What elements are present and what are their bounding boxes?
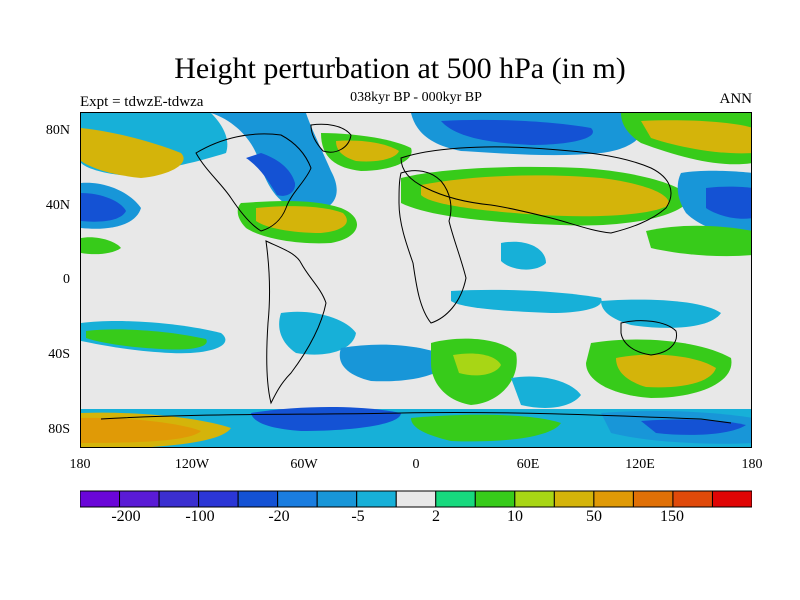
colorbar-swatch xyxy=(277,490,318,508)
colorbar xyxy=(80,490,752,508)
colorbar-label: -200 xyxy=(111,508,141,525)
lat-label: 80N xyxy=(45,123,70,138)
coastline-australia xyxy=(620,320,678,356)
colorbar-label: -100 xyxy=(185,508,215,525)
colorbar-swatch xyxy=(711,490,752,508)
coastline-antarctica xyxy=(100,411,732,424)
field-tropical-pacific xyxy=(646,225,751,257)
lat-label: 0 xyxy=(63,272,70,287)
colorbar-swatch xyxy=(119,490,160,508)
colorbar-swatch xyxy=(395,490,437,508)
field-arctic-trough-core xyxy=(441,119,593,145)
field-south-africa-ridge-core xyxy=(453,353,501,376)
lon-label: 60W xyxy=(290,457,318,472)
colorbar-label: -5 xyxy=(351,508,365,525)
field-antarctic-ridge-east xyxy=(411,414,561,442)
experiment-label: Expt = tdwzE-tdwza xyxy=(80,94,204,110)
field-indian-trough xyxy=(451,289,602,313)
lon-label: 120W xyxy=(174,457,210,472)
lat-label: 40N xyxy=(45,198,70,213)
lon-label: 120E xyxy=(625,457,655,472)
map-field xyxy=(81,113,751,447)
field-tropical-west xyxy=(81,237,121,255)
colorbar-swatch xyxy=(632,490,674,508)
colorbar-swatch xyxy=(80,490,121,508)
field-north-atlantic-core xyxy=(336,140,399,162)
field-southern-trough xyxy=(511,376,581,408)
field-north-america-core xyxy=(246,153,296,196)
colorbar-swatch xyxy=(514,490,555,508)
field-nw-pacific-ridge xyxy=(81,128,184,178)
colorbar-label: -20 xyxy=(268,508,290,525)
coastlines xyxy=(100,123,732,424)
colorbar-swatch xyxy=(356,490,397,508)
colorbar-swatch xyxy=(553,490,595,508)
colorbar-swatch xyxy=(672,490,713,508)
coastline-greenland xyxy=(310,123,352,153)
lon-label: 60E xyxy=(516,457,540,472)
lon-label: 180 xyxy=(69,457,91,472)
colorbar-label: 10 xyxy=(507,508,523,525)
chart-subtitle: 038kyr BP - 000kyr BP xyxy=(350,90,482,105)
map-panel xyxy=(80,112,752,448)
colorbar-swatch xyxy=(198,490,239,508)
field-antarctic-trough xyxy=(251,407,401,431)
field-south-pacific-ridge xyxy=(86,329,207,350)
coastline-eurasia xyxy=(400,146,672,234)
field-ne-ridge-core xyxy=(641,120,751,154)
colorbar-swatch xyxy=(435,490,476,508)
colorbar-label: 50 xyxy=(586,508,602,525)
field-south-atlantic-trough xyxy=(279,311,356,355)
lat-label: 40S xyxy=(48,347,70,362)
coastline-south-america xyxy=(265,240,327,405)
colorbar-label: 150 xyxy=(660,508,684,525)
season-label: ANN xyxy=(719,91,753,107)
field-antarctic-band xyxy=(81,409,751,447)
field-south-atlantic-trough-2 xyxy=(339,344,451,382)
field-eurasia-ridge-core xyxy=(421,175,670,217)
field-east-pacific-core xyxy=(706,186,751,219)
lon-label: 180 xyxy=(741,457,763,472)
field-antarctic-trough-east-core xyxy=(641,419,746,435)
colorbar-swatch xyxy=(474,490,516,508)
field-south-indian-ridge-core xyxy=(616,354,716,388)
coastline-north-america xyxy=(195,133,312,232)
chart-title: Height perturbation at 500 hPa (in m) xyxy=(174,52,626,85)
lon-label: 0 xyxy=(412,457,420,472)
colorbar-swatch xyxy=(158,490,200,508)
colorbar-swatch xyxy=(593,490,634,508)
field-west-pacific-core xyxy=(81,193,126,222)
coastline-africa xyxy=(398,170,467,324)
colorbar-swatch xyxy=(237,490,279,508)
field-africa-trough xyxy=(501,241,546,270)
field-antarctic-ridge-west-core xyxy=(81,417,201,443)
colorbar-swatch xyxy=(316,490,358,508)
field-atlantic-ridge-core xyxy=(256,206,347,233)
lat-label: 80S xyxy=(48,422,70,437)
colorbar-label: 2 xyxy=(432,508,440,525)
